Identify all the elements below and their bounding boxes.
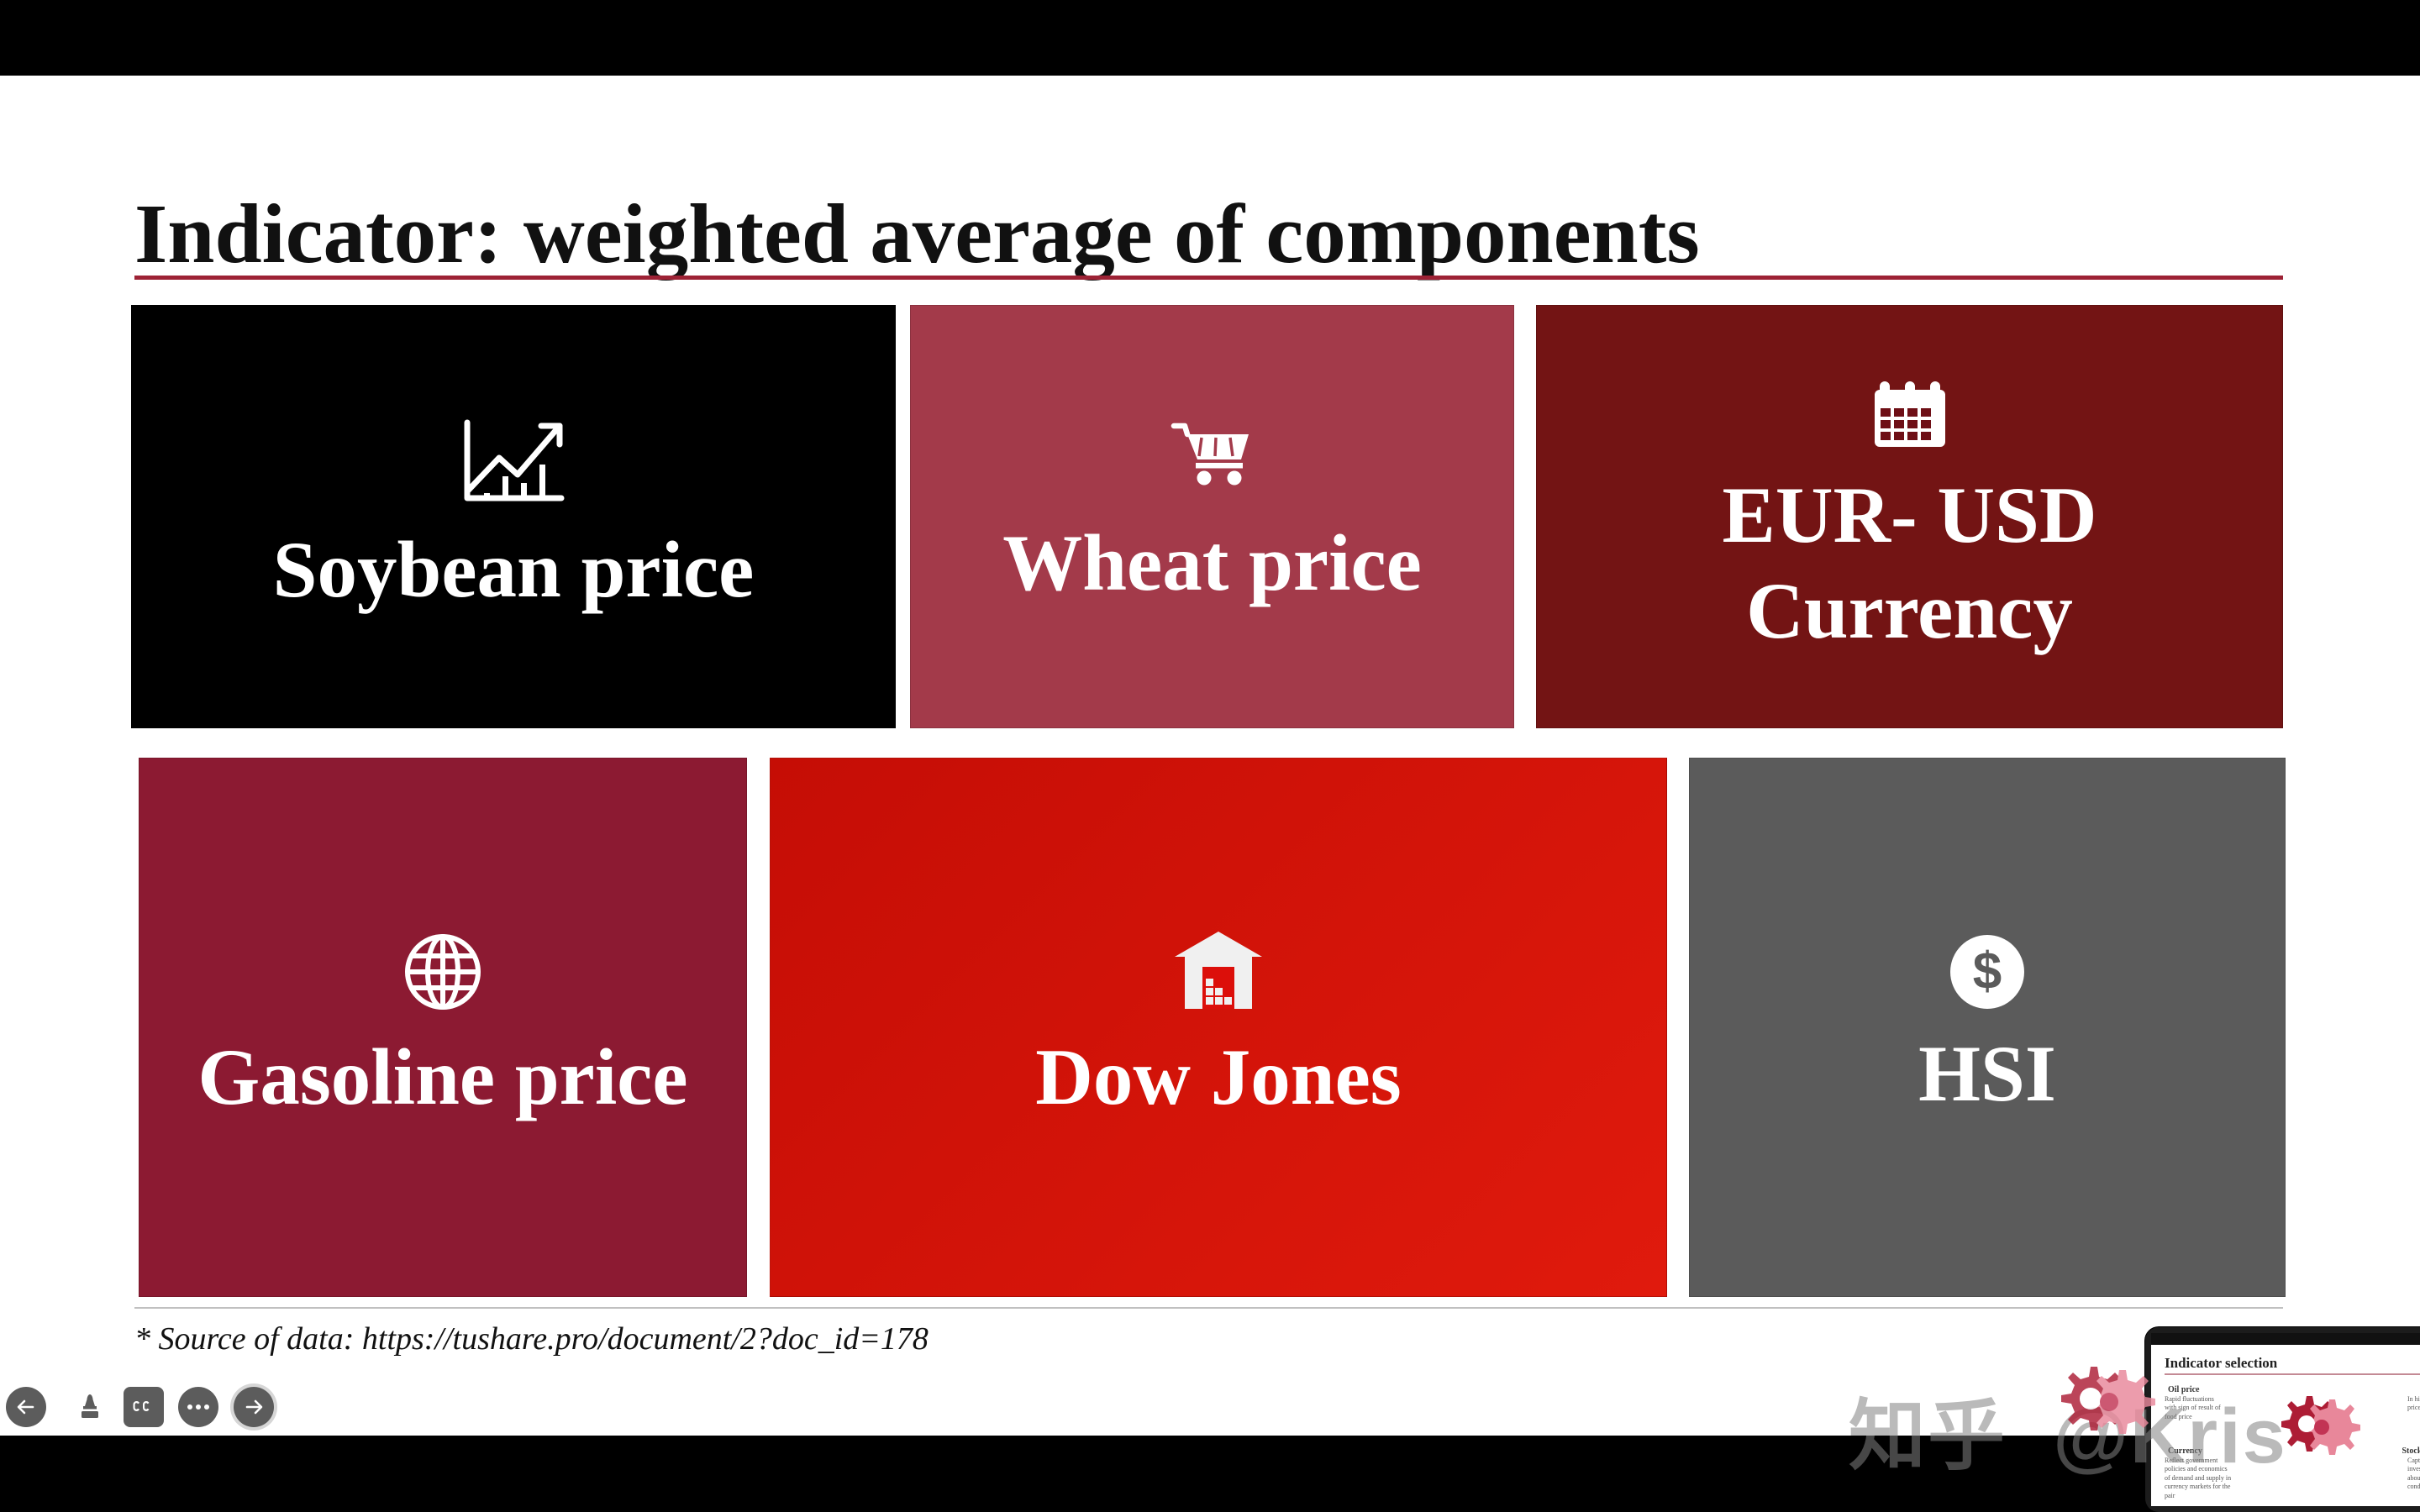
svg-text:$: $ xyxy=(1973,942,2002,1000)
